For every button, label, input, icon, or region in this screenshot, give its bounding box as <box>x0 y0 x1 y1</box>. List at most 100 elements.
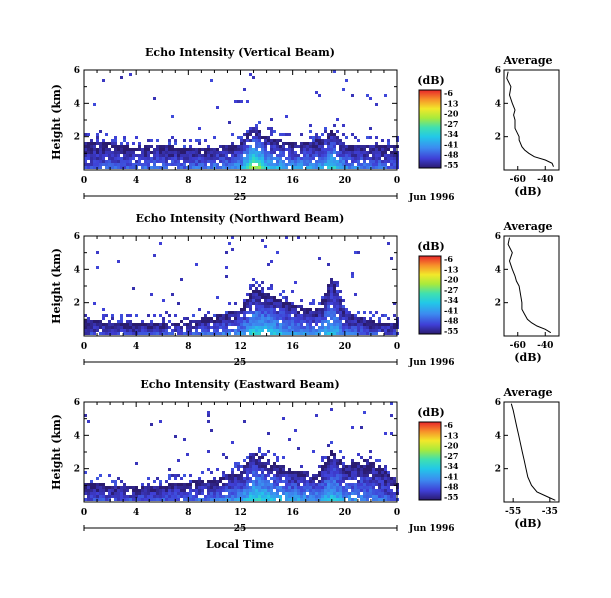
heatmap-cell <box>120 320 123 323</box>
heatmap-cell <box>84 142 87 145</box>
heatmap-cell <box>324 148 327 151</box>
heatmap-cell <box>123 163 126 166</box>
heatmap-cell <box>120 157 123 160</box>
heatmap-cell <box>87 489 90 492</box>
heatmap-cell <box>315 474 318 477</box>
heatmap-cell <box>300 498 303 501</box>
heatmap-cell <box>135 495 138 498</box>
heatmap-cell <box>270 468 273 471</box>
heatmap-cell <box>282 311 285 314</box>
colorbar-tick-label: -20 <box>444 275 459 285</box>
x-tick-label: 8 <box>185 508 191 518</box>
heatmap-cell <box>357 154 360 157</box>
heatmap-cell <box>189 160 192 163</box>
heatmap-cell <box>312 163 315 166</box>
heatmap-cell <box>237 329 240 332</box>
heatmap-cell <box>207 311 210 314</box>
heatmap-cell <box>318 483 321 486</box>
heatmap-cell <box>327 314 330 317</box>
heatmap-cell <box>270 486 273 489</box>
heatmap-cell <box>318 314 321 317</box>
heatmap-cell <box>312 136 315 139</box>
heatmap-cell <box>303 474 306 477</box>
heatmap-cell <box>357 320 360 323</box>
heatmap-cell <box>390 489 393 492</box>
heatmap-cell <box>225 275 228 278</box>
heatmap-cell <box>222 314 225 317</box>
heatmap-cell <box>306 498 309 501</box>
heatmap-cell <box>99 148 102 151</box>
heatmap-cell <box>282 305 285 308</box>
heatmap-cell <box>141 483 144 486</box>
heatmap-cell <box>240 308 243 311</box>
heatmap-cell <box>192 148 195 151</box>
heatmap-cell <box>96 329 99 332</box>
heatmap-cell <box>282 332 285 335</box>
heatmap-cell <box>198 157 201 160</box>
heatmap-cell <box>117 486 120 489</box>
colorbar-tick-label: -41 <box>444 139 458 149</box>
heatmap-cell <box>168 477 171 480</box>
heatmap-cell <box>348 498 351 501</box>
heatmap-cell <box>87 151 90 154</box>
heatmap-cell <box>195 160 198 163</box>
heatmap-cell <box>333 163 336 166</box>
heatmap-cell <box>267 468 270 471</box>
heatmap-cell <box>384 154 387 157</box>
heatmap-cell <box>228 151 231 154</box>
heatmap-cell <box>324 320 327 323</box>
heatmap-cell <box>333 311 336 314</box>
profile-x-label: (dB) <box>514 351 541 364</box>
heatmap-cell <box>165 160 168 163</box>
heatmap-cell <box>285 311 288 314</box>
heatmap-cell <box>336 308 339 311</box>
heatmap-cell <box>294 326 297 329</box>
heatmap-cell <box>258 284 261 287</box>
heatmap-cell <box>336 154 339 157</box>
heatmap-cell <box>132 498 135 501</box>
heatmap-cell <box>381 474 384 477</box>
heatmap-cell <box>237 486 240 489</box>
heatmap-cell <box>153 323 156 326</box>
heatmap-cell <box>321 317 324 320</box>
heatmap-cell <box>192 314 195 317</box>
heatmap-cell <box>387 142 390 145</box>
heatmap-cell <box>345 317 348 320</box>
heatmap-cell <box>132 142 135 145</box>
heatmap-cell <box>375 480 378 483</box>
heatmap-cell <box>198 139 201 142</box>
heatmap-cell <box>324 308 327 311</box>
heatmap-cell <box>255 281 258 284</box>
x-axis: 0 4 8 12 16 20 0 <box>81 236 400 352</box>
heatmap-cell <box>276 317 279 320</box>
heatmap-cell <box>252 459 255 462</box>
heatmap-cell <box>348 471 351 474</box>
heatmap-cell <box>237 320 240 323</box>
heatmap-cell <box>339 305 342 308</box>
heatmap-cell <box>327 332 330 335</box>
heatmap-cell <box>360 154 363 157</box>
heatmap-cell <box>213 489 216 492</box>
heatmap-cell <box>330 314 333 317</box>
heatmap-cell <box>255 127 258 130</box>
heatmap-cell <box>267 432 270 435</box>
heatmap-cell <box>237 489 240 492</box>
heatmap-cell <box>123 154 126 157</box>
heatmap-cell <box>360 320 363 323</box>
heatmap-cell <box>99 145 102 148</box>
heatmap-cell <box>204 154 207 157</box>
heatmap-cell <box>222 317 225 320</box>
heatmap-cell <box>372 160 375 163</box>
heatmap-cell <box>378 326 381 329</box>
heatmap-cell <box>273 465 276 468</box>
heatmap-cell <box>264 305 267 308</box>
heatmap-cell <box>216 148 219 151</box>
heatmap-cell <box>375 151 378 154</box>
heatmap-cell <box>192 151 195 154</box>
heatmap-cell <box>249 308 252 311</box>
heatmap-cell <box>159 314 162 317</box>
heatmap-cell <box>291 329 294 332</box>
heatmap-cell <box>252 317 255 320</box>
x-tick-label: 0 <box>394 342 400 352</box>
colorbar-label: (dB) <box>417 74 444 87</box>
